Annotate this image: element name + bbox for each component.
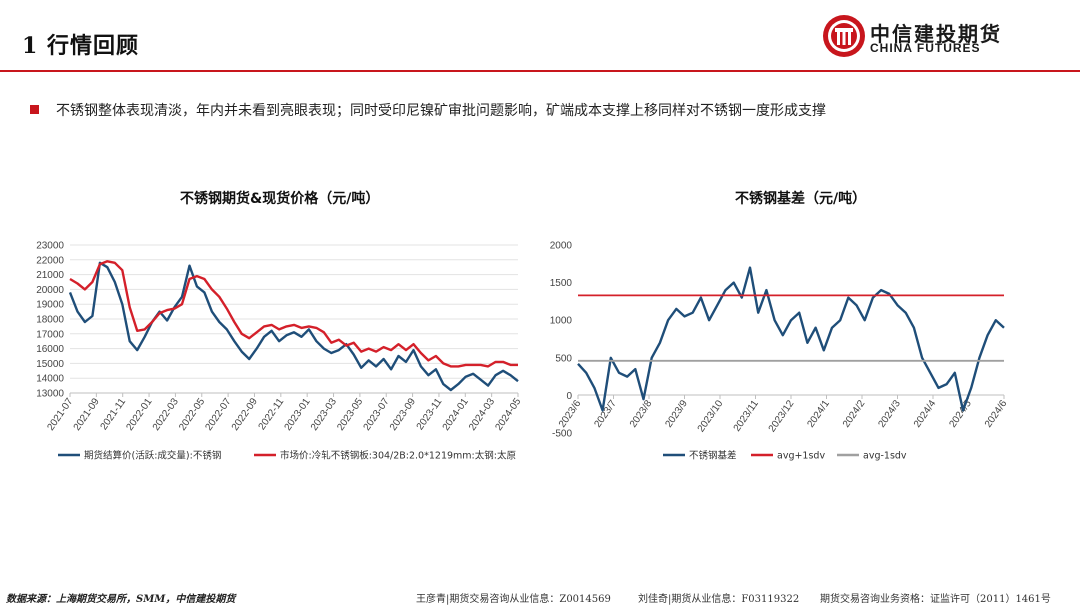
legend-label-1: 期货结算价(活跃:成交量):不锈钢 <box>84 450 221 462</box>
x-tick-label: 2023/10 <box>696 398 726 434</box>
logo-cn-text: 中信建投期货 <box>870 22 1002 46</box>
x-tick-label: 2024/4 <box>912 398 939 430</box>
y-tick-label: 1500 <box>550 278 573 289</box>
x-tick-label: 2023/9 <box>663 398 690 430</box>
x-tick-label: 2021-09 <box>72 396 102 433</box>
license-info: 期货交易咨询业务资格：证监许可（2011）1461号 <box>820 594 1051 605</box>
x-tick-label: 2023-03 <box>309 396 339 433</box>
y-tick-label: 16000 <box>36 344 64 355</box>
y-tick-label: 18000 <box>36 315 64 326</box>
x-tick-label: 2024-01 <box>441 396 471 433</box>
x-tick-label: 2022-01 <box>124 396 154 433</box>
x-tick-label: 2023/11 <box>732 398 762 434</box>
bullet-text: 不锈钢整体表现清淡，年内并未看到亮眼表现；同时受印尼镍矿审批问题影响，矿端成本支… <box>56 103 826 119</box>
x-tick-label: 2023-09 <box>388 396 418 433</box>
data-source-note: 数据来源：上海期货交易所，SMM，中信建投期货 <box>6 594 236 605</box>
x-tick-label: 2023/6 <box>557 398 584 430</box>
y-tick-label: 21000 <box>36 270 64 281</box>
y-tick-label: 13000 <box>36 389 64 400</box>
basis-line-chart: -500 0 500 1000 1500 2000 2023/6 2023/7 2023/8 20… <box>550 241 1010 462</box>
legend-label-2: 市场价:冷轧不锈钢板:304/2B:2.0*1219mm:太钢:太原 <box>280 450 516 462</box>
price-line-chart: 13000 14000 15000 16000 17000 18000 19000 20000… <box>36 241 524 462</box>
page-title: 1 行情回顾 <box>22 33 139 59</box>
bullet-square-icon <box>30 105 39 114</box>
x-tick-label: 2024/1 <box>805 398 832 430</box>
legend-label-3: avg-1sdv <box>863 451 907 462</box>
y-tick-label: 1000 <box>550 316 573 327</box>
y-tick-label: 20000 <box>36 285 64 296</box>
x-tick-label: 2024/2 <box>841 398 868 430</box>
analyst-1-credential: 王彦青|期货交易咨询从业信息：Z0014569 <box>416 594 611 605</box>
y-tick-label: 0 <box>566 391 572 402</box>
y-tick-label: 2000 <box>550 241 573 252</box>
header-divider <box>0 70 1080 72</box>
x-tick-label: 2024/6 <box>983 398 1010 430</box>
x-tick-label: 2023/7 <box>592 398 619 430</box>
series-line-2 <box>69 260 518 368</box>
series-line-1 <box>577 266 1005 412</box>
legend-label-1: 不锈钢基差 <box>689 450 737 462</box>
x-tick-label: 2024-03 <box>467 396 497 433</box>
bullet-point: 不锈钢整体表现清淡，年内并未看到亮眼表现；同时受印尼镍矿审批问题影响，矿端成本支… <box>30 100 1050 122</box>
y-tick-label: 17000 <box>36 329 64 340</box>
right-chart-title: 不锈钢基差（元/吨） <box>735 191 867 207</box>
x-tick-label: 2022-07 <box>204 396 234 433</box>
x-tick-label: 2023/12 <box>767 398 797 434</box>
y-tick-label: 22000 <box>36 255 64 266</box>
x-tick-label: 2022-09 <box>230 396 260 433</box>
x-tick-label: 2023/8 <box>628 398 655 430</box>
y-tick-label: 23000 <box>36 241 64 252</box>
company-logo: 中信建投期货 CHINA FUTURES <box>822 12 1012 60</box>
citic-emblem-icon <box>823 15 865 57</box>
x-tick-label: 2024/3 <box>876 398 903 430</box>
legend-label-2: avg+1sdv <box>777 451 825 462</box>
series-line-1 <box>68 261 519 392</box>
y-tick-label: -500 <box>552 429 572 440</box>
y-tick-label: 15000 <box>36 359 64 370</box>
analyst-2-credential: 刘佳奇|期货从业信息：F03119322 <box>638 594 800 605</box>
y-tick-label: 19000 <box>36 300 64 311</box>
left-chart-title: 不锈钢期货&现货价格（元/吨） <box>180 191 380 207</box>
logo-en-text: CHINA FUTURES <box>870 41 981 55</box>
x-tick-label: 2024-05 <box>493 396 523 433</box>
y-tick-label: 14000 <box>36 374 64 385</box>
x-tick-label: 2023-05 <box>335 396 365 433</box>
y-tick-label: 500 <box>555 353 572 364</box>
